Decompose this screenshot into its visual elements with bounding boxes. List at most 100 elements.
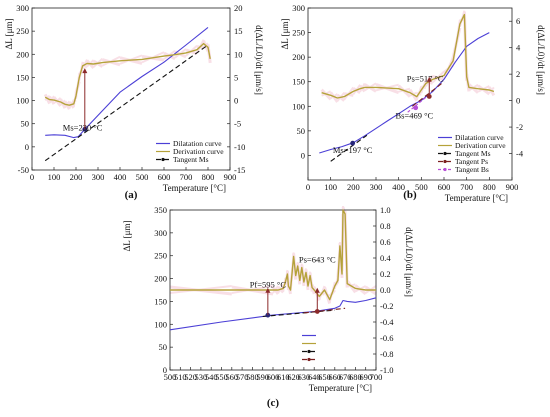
noise-band-a [45, 40, 210, 110]
y2-tick-label: 0.2 [380, 269, 391, 279]
y2-tick-label: 5 [234, 72, 238, 82]
y-tick-label: 200 [16, 49, 29, 59]
y-tick-label: 0 [163, 365, 167, 375]
legend-entry: Tangent Ms [173, 155, 209, 164]
y-tick-label: 150 [154, 296, 167, 306]
panel-label: (b) [403, 189, 417, 201]
y2-tick-label: -0.2 [380, 301, 393, 311]
y2-tick-label: -0.8 [380, 349, 393, 359]
chart-c-svg: 5005105205305405505605705805906006106206… [118, 204, 418, 412]
y2-tick-label: 20 [234, 3, 243, 13]
y2-tick-label: 0.0 [380, 285, 391, 295]
series-line-a-0 [45, 27, 208, 137]
y2-tick-label: 0 [234, 96, 238, 106]
y-tick-label: 50 [297, 126, 306, 136]
y2-tick-label: 0.6 [380, 237, 391, 247]
noise-band-b [322, 11, 494, 102]
series-line-a-1 [45, 44, 210, 106]
y-tick-label: -50 [18, 165, 29, 175]
annotation-label: Ps=643 °C [299, 255, 336, 265]
legend-entry: Tangent Bs [455, 165, 489, 174]
transformation-marker [413, 105, 418, 110]
y2-tick-label: 10 [234, 49, 243, 59]
y2-tick-label: -4 [516, 149, 524, 159]
y-tick-label: 50 [21, 119, 30, 129]
y-tick-label: 300 [154, 228, 167, 238]
y2-tick-label: -1.0 [380, 365, 393, 375]
y-tick-label: 50 [159, 342, 168, 352]
x-axis-label: Temperature [°C] [309, 383, 372, 393]
annotation-label: Ms=197 °C [333, 145, 373, 155]
x-tick-label: 700 [180, 172, 193, 182]
x-tick-label: 900 [506, 182, 519, 192]
annotation-label: Bs=469 °C [395, 111, 433, 121]
y2-tick-label: 2 [516, 69, 520, 79]
x-tick-label: 0 [30, 172, 34, 182]
x-tick-label: 500 [415, 182, 428, 192]
x-axis-label: Temperature [°C] [163, 183, 226, 193]
x-tick-label: 800 [483, 182, 496, 192]
x-tick-label: 0 [306, 182, 310, 192]
y2-axis-label: d(ΔL/L0)/dt [μm/s] [254, 25, 264, 95]
y2-tick-label: 0.4 [380, 253, 391, 263]
annotation-label: Ms=230 °C [63, 123, 103, 133]
x-tick-label: 600 [438, 182, 451, 192]
x-tick-label: 200 [347, 182, 360, 192]
y2-tick-label: 0 [516, 96, 520, 106]
panel-label: (c) [267, 397, 280, 409]
x-tick-label: 300 [92, 172, 105, 182]
x-tick-label: 400 [114, 172, 127, 182]
series-line-c-0 [170, 298, 376, 330]
y-tick-label: 150 [16, 72, 29, 82]
legend-swatch-dot [443, 168, 446, 171]
y2-tick-label: 0.8 [380, 221, 391, 231]
x-tick-label: 800 [202, 172, 215, 182]
y-tick-label: 250 [16, 26, 29, 36]
y-tick-label: 0 [301, 150, 305, 160]
y2-tick-label: 15 [234, 26, 243, 36]
x-tick-label: 700 [460, 182, 473, 192]
y-tick-label: 100 [16, 96, 29, 106]
series-line-b-1 [322, 15, 494, 98]
y2-tick-label: -0.4 [380, 317, 394, 327]
x-tick-label: 500 [136, 172, 149, 182]
legend-swatch-dot [443, 152, 446, 155]
y-tick-label: 200 [292, 52, 305, 62]
y2-tick-label: -2 [516, 122, 523, 132]
y-tick-label: 100 [292, 101, 305, 111]
y-tick-label: 350 [154, 205, 167, 215]
legend-swatch-dot [161, 158, 164, 161]
y-axis-label: ΔL [μm] [4, 18, 14, 49]
y-tick-label: 200 [154, 274, 167, 284]
y2-tick-label: 6 [516, 16, 520, 26]
x-tick-label: 300 [370, 182, 383, 192]
y-axis-label: ΔL [μm] [122, 220, 132, 251]
y-axis-label: ΔL [μm] [280, 18, 290, 49]
y2-tick-label: 1.0 [380, 205, 391, 215]
x-tick-label: 600 [158, 172, 171, 182]
y2-axis-label: d(ΔL/L0)/dt [μm/s] [536, 25, 546, 95]
y-tick-label: 250 [154, 251, 167, 261]
y-tick-label: 100 [154, 319, 167, 329]
y-tick-label: 0 [25, 142, 29, 152]
legend-swatch-dot [307, 358, 310, 361]
y2-tick-label: -0.6 [380, 333, 393, 343]
x-tick-label: 100 [324, 182, 337, 192]
legend-swatch-dot [307, 350, 310, 353]
x-axis-label: Temperature [°C] [445, 193, 508, 203]
legend-swatch-dot [443, 160, 446, 163]
x-tick-label: 200 [70, 172, 83, 182]
y2-tick-label: 4 [516, 43, 521, 53]
y-tick-label: 300 [292, 3, 305, 13]
panel-label: (a) [125, 189, 138, 201]
y-tick-label: 250 [292, 28, 305, 38]
y2-tick-label: -10 [234, 142, 245, 152]
y2-axis-label: d(ΔL/L0)/dt [μm/s] [404, 227, 414, 297]
annotation-label: Ps=517 °C [407, 74, 444, 84]
y2-tick-label: -5 [234, 119, 241, 129]
